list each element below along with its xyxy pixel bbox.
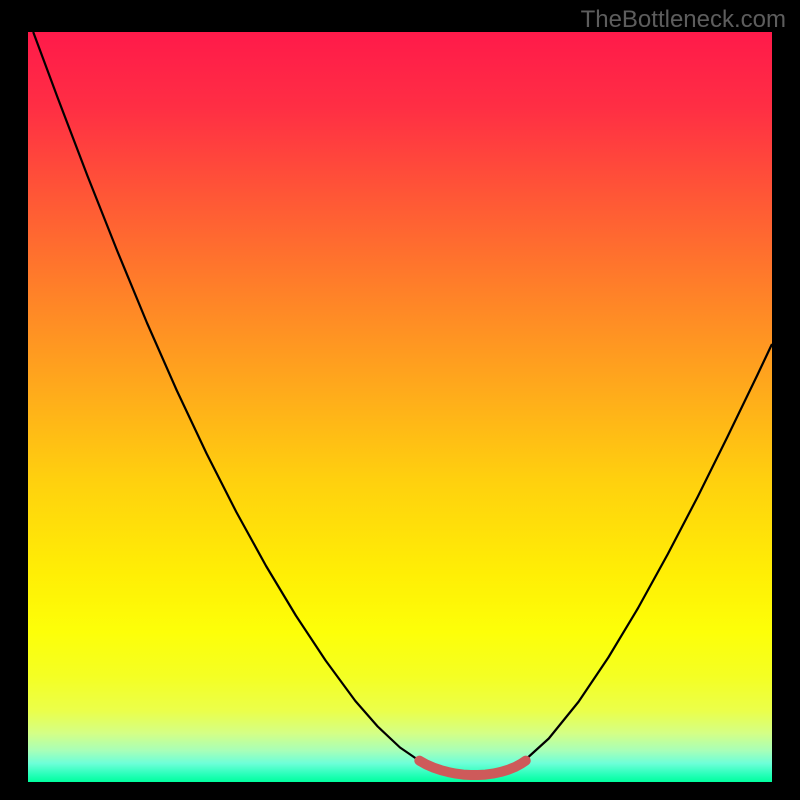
chart-container: TheBottleneck.com (0, 0, 800, 800)
curve-layer (28, 32, 772, 782)
bottleneck-curve-pink (419, 761, 525, 775)
plot-area (28, 32, 772, 782)
bottleneck-curve-black (33, 32, 772, 775)
watermark-text: TheBottleneck.com (581, 6, 786, 34)
